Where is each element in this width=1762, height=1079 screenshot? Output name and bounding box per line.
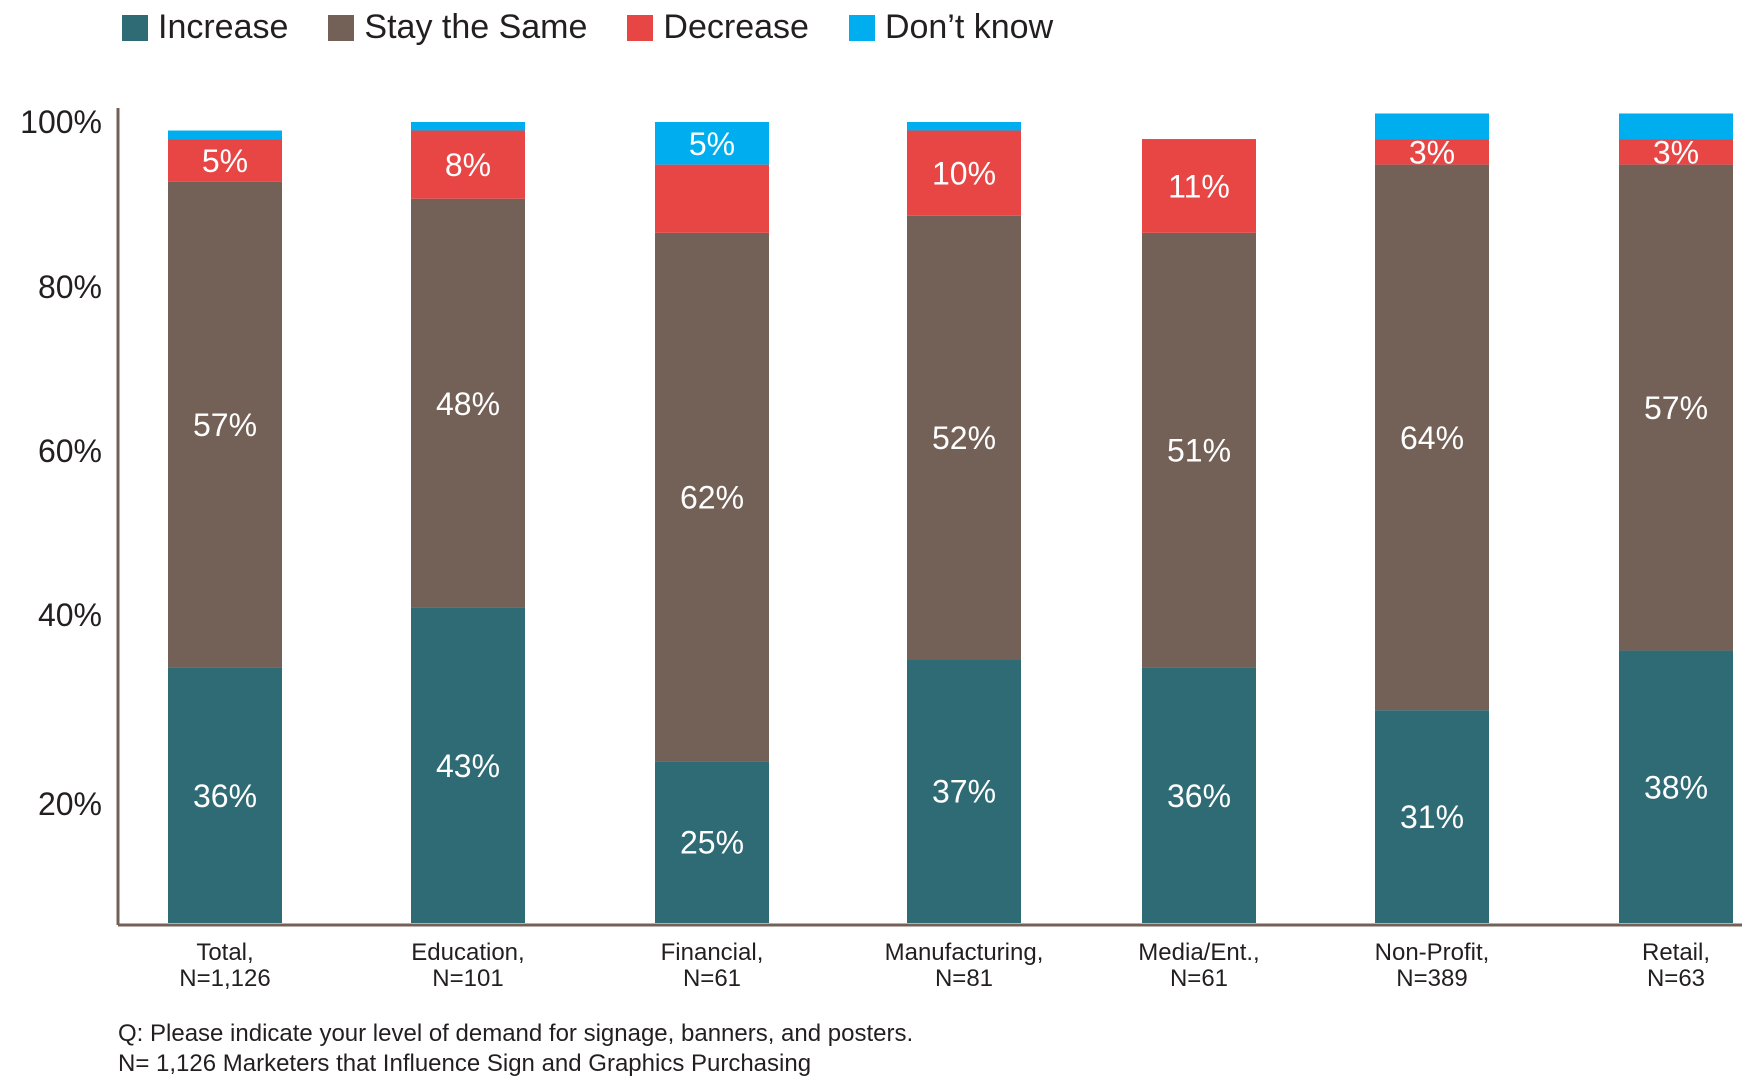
footnote-sample: N= 1,126 Marketers that Influence Sign a… (118, 1050, 812, 1077)
data-label: 25% (680, 825, 744, 861)
data-label: 8% (445, 147, 491, 183)
data-label: 51% (1167, 433, 1231, 469)
bar-segment-increase (1619, 650, 1733, 923)
bar-segment-don-t-know (411, 122, 525, 131)
bar-segment-decrease (1375, 139, 1489, 165)
legend-swatch-dont-know (848, 14, 875, 41)
legend-swatch-increase (122, 14, 148, 41)
bar-segment-stay-the-same (655, 232, 769, 762)
bar-segment-decrease (1142, 139, 1256, 233)
data-label: 62% (680, 480, 744, 516)
data-label: 37% (932, 774, 996, 810)
data-label: 48% (436, 386, 500, 422)
bar-group: 38% 57% 3% (1619, 113, 1733, 923)
data-label: 11% (1168, 168, 1230, 204)
x-tick-label: N=389 (1396, 965, 1467, 992)
data-label: 36% (1167, 778, 1231, 814)
data-label: 5% (202, 143, 248, 179)
bar-segment-decrease (655, 164, 769, 233)
bar-segment-increase (655, 761, 769, 923)
y-tick-label: 100% (20, 104, 102, 140)
data-label: 3% (1653, 134, 1699, 170)
y-tick-label: 20% (38, 786, 102, 822)
bar-segment-stay-the-same (168, 181, 282, 668)
bar-segment-stay-the-same (1619, 164, 1733, 651)
bar-segment-don-t-know (1619, 113, 1733, 140)
bar-segment-increase (1142, 667, 1256, 923)
bar-segment-increase (168, 667, 282, 923)
x-tick-label: N=61 (1170, 965, 1228, 992)
legend-label-dont-know: Don’t know (884, 8, 1054, 46)
x-tick-label: N=61 (683, 965, 741, 992)
bar-segment-decrease (411, 130, 525, 199)
bar-segment-don-t-know (168, 130, 282, 140)
y-tick-label: 80% (38, 269, 102, 305)
x-tick-label: N=101 (432, 965, 503, 992)
bar-segment-stay-the-same (907, 215, 1021, 660)
bar-group: 43% 48% 8% (411, 122, 525, 923)
x-tick-label: N=81 (935, 965, 993, 992)
legend-swatch-stay-the-same (328, 14, 355, 41)
y-tick-label: 40% (38, 597, 102, 633)
x-tick-label: N=63 (1647, 965, 1705, 992)
x-tick-label: Non-Profit, (1375, 939, 1490, 966)
bar-segment-don-t-know (907, 122, 1021, 131)
data-label: 64% (1400, 420, 1464, 456)
bar-segment-don-t-know (655, 122, 769, 165)
x-tick-label: Manufacturing, (885, 939, 1044, 966)
bar-segment-stay-the-same (411, 198, 525, 608)
legend-item-increase: Increase (122, 8, 288, 47)
x-tick-label: Media/Ent., (1138, 939, 1259, 966)
data-label: 3% (1409, 134, 1455, 170)
data-label: 36% (193, 778, 257, 814)
data-label: 38% (1644, 769, 1708, 805)
legend-swatch-decrease (627, 14, 654, 41)
bar-group: 37% 52% 10% (907, 122, 1021, 923)
bar-group: 31% 64% 3% (1375, 113, 1489, 923)
x-tick-label: Total, (196, 939, 253, 966)
bar-segment-increase (1375, 710, 1489, 923)
bar-group: 36% 57% 5% (168, 130, 282, 923)
legend: Increase Stay the Same Decrease Don’t kn… (122, 8, 1093, 47)
bar-group: 36% 51% 11% (1142, 139, 1256, 923)
legend-label-decrease: Decrease (663, 8, 809, 46)
legend-label-stay-the-same: Stay the Same (364, 8, 588, 46)
bar-segment-increase (411, 607, 525, 923)
data-label: 52% (932, 420, 996, 456)
bar-segment-decrease (1619, 139, 1733, 165)
legend-item-stay-the-same: Stay the Same (328, 8, 587, 47)
data-label: 5% (689, 126, 735, 162)
bar-segment-decrease (907, 130, 1021, 216)
data-label: 57% (193, 407, 257, 443)
bar-group: 25% 62% 5% (655, 122, 769, 923)
legend-item-dont-know: Don’t know (848, 8, 1054, 47)
y-tick-label: 60% (38, 433, 102, 469)
bar-segment-stay-the-same (1142, 232, 1256, 668)
legend-label-increase: Increase (158, 8, 289, 46)
x-tick-label: Financial, (661, 939, 764, 966)
x-tick-label: Retail, (1642, 939, 1710, 966)
bar-segment-decrease (168, 139, 282, 182)
bar-segment-increase (907, 659, 1021, 923)
bar-segment-stay-the-same (1375, 164, 1489, 711)
x-tick-label: N=1,126 (179, 965, 270, 992)
legend-item-decrease: Decrease (627, 8, 809, 47)
data-label: 10% (932, 156, 996, 192)
bar-segment-don-t-know (1375, 113, 1489, 140)
data-label: 43% (436, 748, 500, 784)
data-label: 57% (1644, 390, 1708, 426)
x-tick-label: Education, (411, 939, 524, 966)
footnote-question: Q: Please indicate your level of demand … (118, 1020, 914, 1047)
data-label: 31% (1400, 799, 1464, 835)
